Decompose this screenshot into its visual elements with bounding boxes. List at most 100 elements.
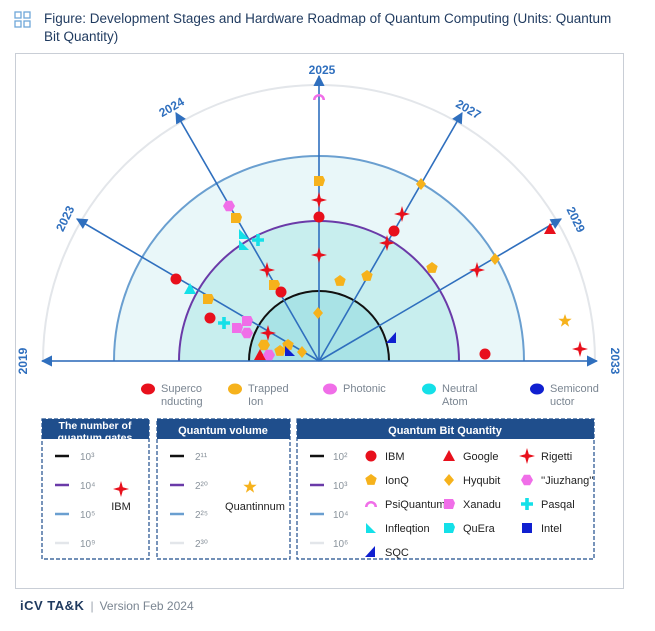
volume-ring-label: 2²⁰: [195, 481, 208, 492]
roadmap-point: [252, 234, 264, 246]
category-swatch: [530, 383, 544, 395]
roadmap-point: [239, 240, 249, 250]
category-swatch: [141, 383, 155, 395]
axis-2024: [175, 112, 320, 362]
brand-logo: iCV TA&K: [20, 598, 85, 613]
roadmap-point: [313, 94, 325, 100]
category-label: nducting: [161, 396, 203, 408]
company-marker: [444, 474, 454, 486]
roadmap-point: [297, 346, 307, 358]
company-label: SQC: [385, 547, 409, 559]
category-swatch: [323, 383, 337, 395]
company-label: Pasqal: [541, 499, 575, 511]
gates-company-label: IBM: [111, 501, 131, 513]
roadmap-point: [416, 178, 426, 190]
roadmap-point: [231, 213, 242, 223]
company-marker: [444, 499, 455, 509]
qubits-ring-label: 10³: [333, 481, 348, 492]
company-label: Rigetti: [541, 451, 572, 463]
company-marker: [365, 501, 377, 507]
gates-ring-label: 10⁹: [80, 539, 95, 550]
roadmap-point: [285, 346, 295, 356]
grid-icon: [14, 11, 31, 28]
roadmap-point: [242, 316, 253, 326]
roadmap-point: [572, 341, 588, 357]
roadmap-point: [388, 225, 400, 237]
roadmap-point: [334, 275, 346, 286]
qubits-ring-label: 10⁴: [333, 510, 348, 521]
volume-ring-label: 2²⁵: [195, 510, 208, 521]
company-label: Google: [463, 451, 498, 463]
roadmap-point: [260, 325, 276, 341]
panel-gates-title: quantum gates: [58, 432, 133, 444]
volume-company-marker: [243, 480, 257, 493]
figure-title: Figure: Development Stages and Hardware …: [44, 11, 612, 44]
category-label: uctor: [550, 396, 575, 408]
roadmap-point: [311, 192, 327, 208]
company-marker: [365, 450, 377, 462]
roadmap-point: [490, 253, 500, 265]
panel-volume: Quantum volume 2¹¹ 2²⁰ 2²⁵ 2³⁰ Quantinnum: [156, 418, 291, 560]
volume-ring-label: 2³⁰: [195, 539, 208, 550]
roadmap-point: [184, 283, 196, 294]
version-text: Version Feb 2024: [99, 599, 194, 613]
roadmap-point: [269, 280, 280, 290]
year-label-2029: 2029: [564, 205, 588, 235]
panel-qubits-title: Quantum Bit Quantity: [388, 425, 503, 437]
roadmap-point: [254, 349, 266, 360]
company-marker: [522, 523, 532, 533]
roadmap-point: [223, 200, 235, 212]
volume-company-label: Quantinnum: [225, 501, 285, 513]
category-label: Neutral: [442, 383, 477, 395]
category-label: Photonic: [343, 383, 386, 395]
roadmap-point: [394, 206, 410, 222]
roadmap-point: [386, 332, 396, 343]
roadmap-points: [170, 94, 588, 361]
roadmap-point: [263, 349, 275, 361]
company-marker: [519, 448, 535, 464]
gates-ring-label: 10⁴: [80, 481, 95, 492]
company-label: Xanadu: [463, 499, 501, 511]
roadmap-point: [239, 229, 249, 239]
company-marker: [521, 474, 533, 486]
roadmap-point: [311, 247, 327, 263]
footer: iCV TA&K | Version Feb 2024: [20, 598, 194, 613]
company-marker: [444, 523, 455, 533]
roadmap-point: [469, 262, 485, 278]
roadmap-point: [259, 262, 275, 278]
company-marker: [443, 450, 455, 461]
roadmap-point: [426, 262, 438, 273]
roadmap-point: [170, 273, 182, 285]
volume-ring-label: 2¹¹: [195, 452, 208, 463]
qubits-ring-label: 10⁶: [333, 539, 348, 550]
gates-ring-label: 10³: [80, 452, 95, 463]
gates-ring-label: 10⁵: [80, 510, 95, 521]
gates-company-marker: [113, 481, 129, 497]
category-label: Superco: [161, 383, 202, 395]
year-label-2025: 2025: [309, 63, 336, 77]
company-label: QuEra: [463, 523, 496, 535]
axis-2029: [318, 218, 562, 362]
company-label: Infleqtion: [385, 523, 430, 535]
company-label: ''Jiuzhang'': [541, 475, 593, 487]
panel-volume-title: Quantum volume: [178, 425, 268, 437]
roadmap-point: [274, 345, 286, 356]
roadmap-point: [241, 327, 253, 339]
roadmap-point: [479, 348, 491, 360]
year-label-2024: 2024: [157, 94, 187, 120]
roadmap-point: [361, 270, 373, 281]
category-label: Semicond: [550, 383, 599, 395]
chart-frame: [15, 53, 624, 589]
year-label-2023: 2023: [53, 203, 77, 233]
roadmap-point: [544, 223, 556, 234]
roadmap-point: [275, 286, 287, 298]
category-legend-item: Photonic: [323, 383, 386, 395]
company-marker: [365, 546, 375, 557]
axis-2027: [318, 112, 463, 362]
roadmap-point: [203, 294, 214, 304]
roadmap-point: [379, 235, 395, 251]
